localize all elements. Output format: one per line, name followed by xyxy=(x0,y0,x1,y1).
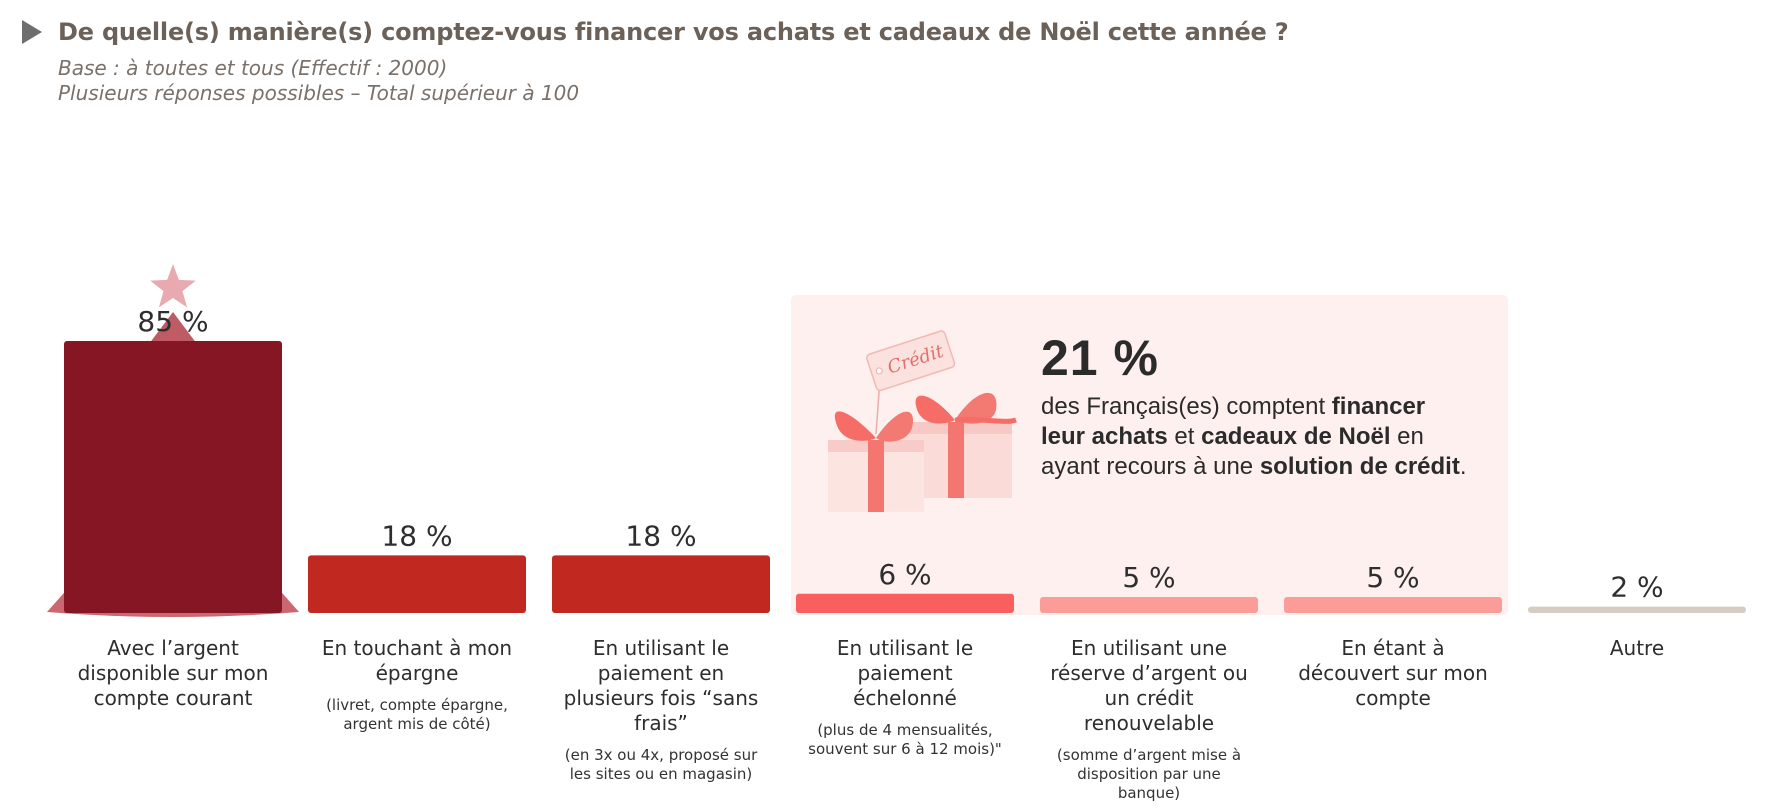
category-note: (somme d’argent mise à disposition par u… xyxy=(1056,746,1242,802)
category-note: (en 3x ou 4x, proposé sur les sites ou e… xyxy=(564,746,758,783)
category-name: En utilisant le paiement échelonné xyxy=(836,636,974,710)
value-label-5: 5 % xyxy=(1122,561,1175,594)
value-label-1: 85 % xyxy=(137,305,208,338)
value-labels: 85 % 18 % 18 % 6 % 5 % 5 % 2 % xyxy=(137,305,1663,604)
callout-text-1: des Français(es) comptent xyxy=(1041,393,1332,420)
category-label-2: En touchant à mon épargne (livret, compte… xyxy=(317,636,517,734)
category-note: (livret, compte épargne, argent mis de c… xyxy=(326,696,508,733)
bar-5 xyxy=(1040,597,1258,613)
chart-header: De quelle(s) manière(s) comptez-vous fin… xyxy=(22,18,1762,106)
bars xyxy=(64,341,1746,613)
value-label-3: 18 % xyxy=(625,519,696,552)
base-note: Base : à toutes et tous (Effectif : 2000… xyxy=(58,56,448,80)
value-label-7: 2 % xyxy=(1610,571,1663,604)
category-label-6: En étant à découvert sur mon compte xyxy=(1293,636,1493,711)
credit-highlight-panel xyxy=(791,295,1508,615)
category-name: En étant à découvert sur mon compte xyxy=(1298,636,1488,710)
callout-text-4: . xyxy=(1459,453,1467,480)
callout-bold-2: cadeaux de Noël xyxy=(1201,423,1391,450)
callout-text: des Français(es) comptent financer leur … xyxy=(1041,392,1471,482)
bar-1 xyxy=(64,341,282,613)
bar-3 xyxy=(552,555,770,613)
category-label-4: En utilisant le paiement échelonné (plus … xyxy=(805,636,1005,759)
callout-text-2: et xyxy=(1167,423,1202,450)
bar-6 xyxy=(1284,597,1502,613)
value-label-6: 5 % xyxy=(1366,561,1419,594)
category-label-1: Avec l’argent disponible sur mon compte … xyxy=(73,636,273,711)
category-name: En utilisant une réserve d’argent ou un … xyxy=(1050,636,1248,735)
bar-4 xyxy=(796,593,1014,613)
category-label-7: Autre xyxy=(1537,636,1737,661)
category-name: Avec l’argent disponible sur mon compte … xyxy=(77,636,269,710)
category-label-3: En utilisant le paiement en plusieurs fo… xyxy=(561,636,761,784)
callout-bold-3: solution de crédit xyxy=(1259,453,1460,480)
callout-bold-1: financer leur achats xyxy=(1041,393,1426,450)
category-note: (plus de 4 mensualités, souvent sur 6 à … xyxy=(808,721,1002,758)
value-label-4: 6 % xyxy=(878,558,931,591)
chart-base: Base : à toutes et tous (Effectif : 2000… xyxy=(58,56,1762,106)
play-triangle-icon xyxy=(22,20,42,44)
credit-callout: 21 % des Français(es) comptent financer … xyxy=(1041,330,1471,482)
callout-text-3: en ayant recours à une xyxy=(1041,423,1424,480)
category-name: En utilisant le paiement en plusieurs fo… xyxy=(563,636,759,735)
multi-answer-note: Plusieurs réponses possibles – Total sup… xyxy=(58,81,580,105)
category-label-5: En utilisant une réserve d’argent ou un … xyxy=(1049,636,1249,803)
callout-value: 21 % xyxy=(1041,330,1159,386)
gift-illustration: Crédit xyxy=(828,330,1017,512)
chart-question: De quelle(s) manière(s) comptez-vous fin… xyxy=(58,18,1289,46)
category-name: En touchant à mon épargne xyxy=(321,636,513,685)
bar-7 xyxy=(1528,606,1746,613)
category-name: Autre xyxy=(1609,636,1665,660)
bar-2 xyxy=(308,555,526,613)
value-label-2: 18 % xyxy=(381,519,452,552)
